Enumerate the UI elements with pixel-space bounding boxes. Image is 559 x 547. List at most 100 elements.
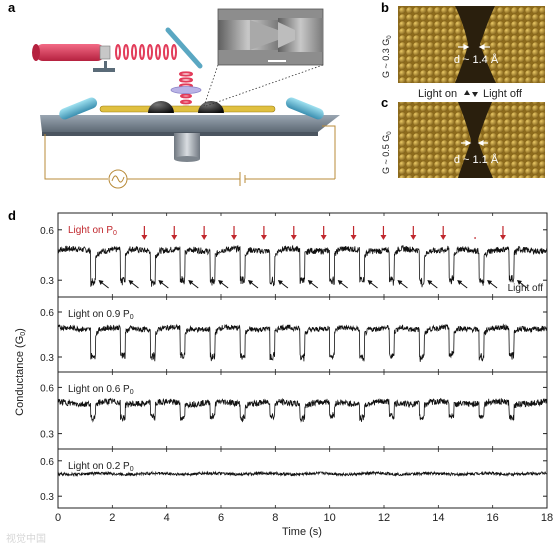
gap-distance-label-c: d ~ 1.1 Å — [454, 153, 499, 166]
gap-indicator-c — [461, 140, 488, 146]
light-on-arrowhead — [171, 235, 178, 240]
electrode-dome-left — [148, 101, 174, 113]
gold-electrode-left — [398, 6, 468, 83]
gold-wire — [99, 105, 276, 113]
y-tick-label: 0.3 — [40, 353, 54, 364]
gold-electrode-right-c — [478, 102, 545, 178]
light-off-arrowhead — [487, 280, 493, 285]
trace-label-main: Light on 0.6 P — [68, 384, 130, 395]
zoom-connector-right — [205, 64, 324, 107]
light-off-arrowhead — [516, 280, 522, 285]
light-on-arrowhead — [260, 235, 267, 240]
x-tick-label: 18 — [541, 512, 553, 524]
zoom-connector-left — [203, 64, 219, 107]
trace-label-main: Light on 0.9 P — [68, 309, 130, 320]
light-off-text: Light off — [483, 88, 523, 100]
piezo-cylinder — [174, 133, 200, 162]
x-tick-label: 16 — [487, 512, 499, 524]
panel-label-c: c — [381, 95, 388, 110]
gap-indicator — [458, 44, 490, 50]
gold-electrode-right — [480, 6, 545, 83]
y-tick-label: 0.3 — [40, 276, 54, 287]
x-tick-label: 0 — [55, 512, 61, 524]
trace-label: Light on 0.2 P0 — [68, 461, 134, 473]
conductance-label-c: G ~ 0.5 G0 — [381, 131, 393, 174]
light-off-arrowhead — [337, 280, 343, 285]
trace-label-main: Light on 0.2 P — [68, 461, 130, 472]
light-on-arrowhead — [201, 235, 208, 240]
pushing-rod-right — [285, 97, 324, 120]
x-tick-label: 10 — [324, 512, 336, 524]
trace-label: Light on 0.6 P0 — [68, 384, 134, 396]
arrow-up-icon — [464, 90, 470, 95]
trace-frame — [57, 448, 548, 509]
gap-distance-label-b: d ~ 1.4 Å — [454, 53, 499, 66]
light-on-arrowhead — [380, 235, 387, 240]
panel-label-b: b — [381, 0, 389, 15]
trace-frame — [57, 296, 548, 373]
trace-label-sub: 0 — [130, 389, 134, 396]
y-tick-label: 0.3 — [40, 430, 54, 441]
trace-label-sub: 0 — [113, 230, 117, 237]
gold-electrode-left-c — [398, 102, 471, 178]
trace-label-sub: 0 — [130, 466, 134, 473]
light-off-arrowhead — [397, 280, 403, 285]
watermark-text: 视觉中国 — [6, 532, 46, 545]
y-tick-label: 0.6 — [40, 308, 54, 319]
x-tick-label: 12 — [378, 512, 390, 524]
conductance-trace — [57, 470, 548, 477]
light-on-arrowhead — [440, 235, 447, 240]
conductance-label-b: G ~ 0.3 G0 — [381, 35, 393, 78]
light-on-dot — [474, 237, 476, 239]
laser-source — [32, 44, 115, 72]
y-axis-label: Conductance (G0) — [14, 328, 27, 416]
y-tick-label: 0.6 — [40, 457, 54, 468]
light-on-arrowhead — [231, 235, 238, 240]
watermark: 视觉中国 — [6, 532, 46, 545]
x-tick-label: 8 — [272, 512, 278, 524]
light-off-arrowhead — [98, 280, 104, 285]
light-off-arrowhead — [367, 280, 373, 285]
trace-panel-2: 0.6 0.3 Light on 0.9 P0 — [40, 296, 548, 373]
trace-label: Light on 0.9 P0 — [68, 309, 134, 321]
conductance-trace — [57, 244, 548, 288]
x-tick-label: 2 — [109, 512, 115, 524]
light-on-text: Light on — [418, 88, 457, 100]
light-on-arrowhead — [320, 235, 327, 240]
trace-label-sub: 0 — [130, 314, 134, 321]
light-off-arrowhead — [248, 280, 254, 285]
light-off-arrowhead — [218, 280, 224, 285]
trace-label-main: Light on P — [68, 225, 113, 236]
light-off-arrowhead — [427, 280, 433, 285]
light-off-arrowhead — [307, 280, 313, 285]
light-off-label: Light off — [508, 283, 544, 294]
x-axis-label: Time (s) — [282, 526, 322, 538]
y-tick-label: 0.6 — [40, 383, 54, 394]
light-off-arrowhead — [128, 280, 134, 285]
light-on-arrowhead — [350, 235, 357, 240]
light-off-arrowhead — [188, 280, 194, 285]
y-tick-label: 0.3 — [40, 492, 54, 503]
trace-label: Light on P0 — [68, 225, 117, 237]
conductance-trace — [57, 397, 548, 423]
panel-c-junction: c d ~ 1.1 Å G ~ 0.5 G0 — [381, 95, 545, 178]
laser-beam-horizontal — [115, 44, 177, 60]
panel-label-a: a — [8, 0, 16, 15]
panel-a-schematic: a — [8, 0, 340, 189]
measurement-circuit — [44, 125, 336, 189]
panel-label-d: d — [8, 208, 16, 223]
light-on-arrowhead — [499, 235, 506, 240]
x-tick-label: 14 — [432, 512, 444, 524]
mirror-icon — [165, 27, 203, 69]
lens-icon — [170, 86, 202, 94]
electrode-dome-right — [198, 101, 224, 113]
light-off-arrowhead — [277, 280, 283, 285]
light-off-arrowhead — [158, 280, 164, 285]
light-on-arrowhead — [410, 235, 417, 240]
y-tick-label: 0.6 — [40, 226, 54, 237]
sem-inset-image — [217, 8, 324, 66]
